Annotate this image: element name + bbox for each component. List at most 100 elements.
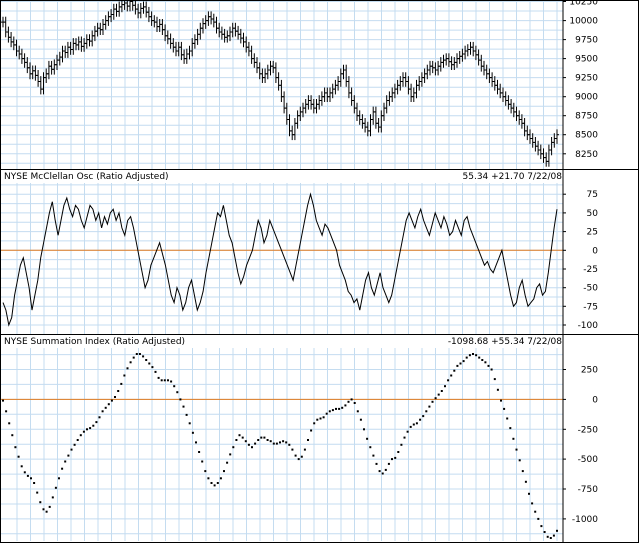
sum-point <box>440 390 443 392</box>
sum-point <box>369 446 372 449</box>
sum-point <box>456 364 459 367</box>
sum-point <box>310 429 313 432</box>
sum-point <box>291 448 294 451</box>
sum-point <box>79 434 82 437</box>
sum-point <box>531 502 534 505</box>
sum-point <box>412 423 415 426</box>
sum-point <box>341 406 344 409</box>
sum-point <box>45 510 48 513</box>
sum-point <box>484 361 487 364</box>
sum-point <box>48 505 51 508</box>
sum-point <box>219 477 222 480</box>
sum-point <box>2 399 4 402</box>
sum-point <box>244 440 247 443</box>
sum-point <box>89 427 92 430</box>
sum-point <box>176 391 179 394</box>
price-tick-label: 10000 <box>569 17 598 27</box>
sum-point <box>447 379 450 382</box>
osc-tick-label: 0 <box>592 246 598 256</box>
sum-point <box>104 406 107 409</box>
sum-point <box>328 410 331 413</box>
sum-point <box>347 400 350 403</box>
sum-point <box>282 440 285 443</box>
sum-point <box>251 446 253 449</box>
sum-point <box>453 369 456 372</box>
sum-point <box>322 416 325 419</box>
sum-point <box>394 456 397 459</box>
sum-point <box>356 410 359 413</box>
sum-point <box>254 442 257 445</box>
sum-point <box>17 455 20 458</box>
price-tick-label: 9750 <box>575 36 598 46</box>
sum-point <box>191 431 194 434</box>
sum-point <box>444 385 446 388</box>
sum-point <box>515 448 518 451</box>
sum-point <box>303 448 306 451</box>
sum-point <box>58 477 60 480</box>
price-tick-label: 10250 <box>569 0 598 8</box>
sum-point <box>543 531 546 533</box>
sum-point <box>431 400 434 403</box>
sum-point <box>400 443 403 446</box>
sum-point <box>30 477 32 480</box>
sum-point <box>163 379 166 382</box>
sum-point <box>110 399 113 402</box>
sum-point <box>73 443 76 446</box>
sum-point <box>549 537 552 539</box>
sum-point <box>145 359 148 361</box>
sum-point <box>434 397 437 400</box>
sum-point <box>552 534 555 537</box>
sum-point <box>375 462 378 465</box>
sum-point <box>114 396 116 398</box>
sum-point <box>353 402 356 404</box>
price-tick-label: 9000 <box>575 93 598 103</box>
sum-point <box>331 409 334 412</box>
sum-point <box>223 470 225 473</box>
sum-point <box>524 480 527 483</box>
price-tick-label: 9500 <box>575 55 598 65</box>
sum-tick-label: 250 <box>581 366 598 376</box>
sum-point <box>275 442 278 445</box>
sum-point <box>428 405 431 408</box>
sum-point <box>135 353 138 355</box>
sum-point <box>173 385 176 388</box>
sum-point <box>319 417 322 420</box>
sum-point <box>316 418 319 421</box>
panel-2-background <box>0 183 639 334</box>
sum-point <box>294 454 297 457</box>
osc-tick-label: 25 <box>587 228 598 238</box>
sum-point <box>406 430 409 433</box>
sum-point <box>546 535 549 538</box>
sum-point <box>126 367 129 370</box>
sum-point <box>70 448 73 451</box>
sum-point <box>36 491 39 494</box>
sum-point <box>8 422 11 425</box>
sum-point <box>462 360 465 363</box>
sum-point <box>182 405 185 408</box>
sum-point <box>350 398 353 401</box>
sum-point <box>201 460 204 463</box>
osc-tick-label: -75 <box>583 302 598 312</box>
sum-point <box>54 486 57 489</box>
sum-point <box>132 356 135 359</box>
osc-series-line <box>2 192 558 327</box>
sum-point <box>313 422 316 425</box>
sum-point <box>307 439 309 441</box>
sum-point <box>198 451 201 453</box>
sum-point <box>213 484 216 487</box>
sum-point <box>384 468 387 471</box>
sum-point <box>521 470 524 473</box>
sum-tick-label: -1000 <box>572 515 598 525</box>
sum-point <box>23 471 26 474</box>
osc-tick-label: -100 <box>578 321 599 331</box>
sum-point <box>391 458 393 461</box>
sum-point <box>167 379 169 382</box>
sum-point <box>86 428 88 431</box>
sum-tick-label: -750 <box>578 485 599 495</box>
sum-point <box>475 354 478 357</box>
sum-point <box>437 393 440 396</box>
sum-point <box>98 416 101 419</box>
sum-point <box>151 366 154 369</box>
